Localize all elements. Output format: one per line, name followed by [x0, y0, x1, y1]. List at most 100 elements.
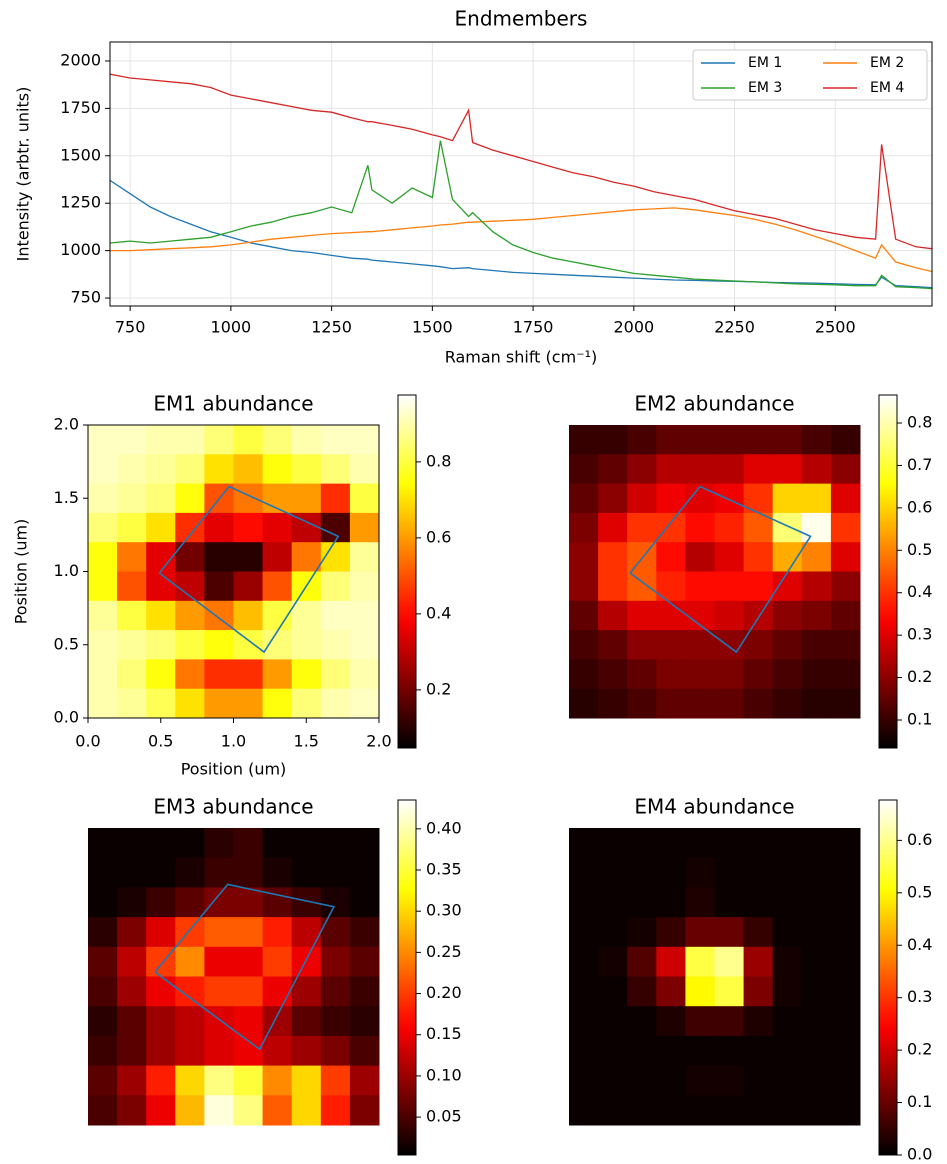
heat-cell	[88, 917, 118, 948]
heat-cell	[204, 425, 234, 455]
heat-cell	[146, 600, 176, 631]
heat-cell	[262, 1065, 293, 1096]
colorbar-tick-label: 0.20	[426, 983, 462, 1002]
heat-cell	[146, 630, 176, 660]
heat-cell	[830, 483, 861, 514]
heat-cell	[627, 1035, 657, 1067]
heat-cell	[117, 425, 147, 455]
heat-cell	[714, 887, 745, 918]
heat-cell	[233, 425, 264, 455]
heat-cell	[714, 600, 745, 631]
heat-cell	[204, 1095, 234, 1126]
heat-cell	[743, 571, 774, 602]
heat-cell	[627, 1006, 657, 1037]
heat-cell	[627, 454, 657, 485]
heat-cell	[656, 976, 686, 1007]
colorbar	[397, 394, 417, 749]
y-tick-label: 2000	[60, 50, 101, 69]
heat-cell	[291, 659, 322, 690]
heat-cell	[685, 828, 715, 859]
heat-cell	[598, 512, 628, 543]
heat-cell	[88, 512, 118, 543]
heat-cell	[320, 659, 351, 690]
heat-cell	[175, 454, 205, 485]
heat-cell	[569, 454, 599, 485]
heat-cell	[146, 857, 176, 888]
heat-cell	[772, 454, 803, 485]
heat-cell	[598, 917, 628, 948]
heat-cell	[743, 1006, 774, 1037]
legend-label: EM 3	[748, 80, 782, 96]
x-tick-label: 1.0	[221, 732, 246, 751]
y-axis-label: Intensity (arbtr. units)	[14, 87, 33, 262]
heat-cell	[117, 688, 147, 719]
heat-cell	[801, 542, 832, 572]
heat-cell	[830, 600, 861, 631]
heat-cell	[685, 1095, 715, 1126]
heat-cell	[714, 1006, 745, 1037]
heat-cell	[772, 1006, 803, 1037]
colorbar-tick-label: 0.3	[907, 625, 932, 644]
heat-cell	[262, 1035, 293, 1067]
heat-cell	[714, 1035, 745, 1067]
heat-cell	[88, 976, 118, 1007]
heat-cell	[714, 630, 745, 660]
heat-cell	[685, 976, 715, 1007]
heat-cell	[627, 659, 657, 690]
heat-cell	[772, 659, 803, 690]
colorbar-tick-label: 0.5	[907, 540, 932, 559]
heat-cell	[117, 1006, 147, 1037]
heat-cell	[830, 1095, 861, 1126]
heat-cell	[146, 688, 176, 719]
heat-cell	[88, 659, 118, 690]
heat-cell	[830, 1006, 861, 1037]
chart-title: EM4 abundance	[634, 795, 794, 819]
series-line	[110, 73, 932, 250]
x-axis-label: Raman shift (cm⁻¹)	[445, 348, 598, 367]
heat-cell	[233, 659, 264, 690]
heat-cell	[349, 425, 380, 455]
heat-cell	[627, 483, 657, 514]
heat-cell	[175, 887, 205, 918]
heat-cell	[685, 1006, 715, 1037]
heat-cell	[743, 600, 774, 631]
heat-cell	[175, 425, 205, 455]
heat-cell	[627, 946, 657, 977]
heat-cell	[772, 630, 803, 660]
heat-cell	[830, 688, 861, 719]
heat-cell	[349, 630, 380, 660]
heat-cell	[204, 571, 234, 602]
heat-cell	[772, 688, 803, 719]
heat-cell	[656, 571, 686, 602]
heat-cell	[772, 512, 803, 543]
heat-cell	[117, 454, 147, 485]
heat-cell	[772, 1095, 803, 1126]
colorbar-tick-label: 0.5	[907, 882, 932, 901]
heat-cell	[88, 542, 118, 572]
colorbar-tick-label: 0.2	[907, 667, 932, 686]
heat-cell	[262, 512, 293, 543]
heat-cell	[204, 454, 234, 485]
heat-cell	[349, 659, 380, 690]
heat-cell	[233, 976, 264, 1007]
heat-cell	[569, 542, 599, 572]
heat-cell	[569, 425, 599, 455]
heat-cell	[320, 946, 351, 977]
heat-cell	[233, 512, 264, 543]
heat-cell	[627, 425, 657, 455]
heat-cell	[233, 828, 264, 859]
heat-cell	[801, 946, 832, 977]
heat-cell	[772, 1035, 803, 1067]
heat-cell	[117, 1035, 147, 1067]
heat-cell	[627, 1065, 657, 1096]
heat-cell	[175, 483, 205, 514]
heat-cell	[349, 1095, 380, 1126]
heat-cell	[743, 1065, 774, 1096]
heat-cell	[88, 887, 118, 918]
heat-cell	[88, 1095, 118, 1126]
heat-cell	[801, 483, 832, 514]
x-tick-label: 1750	[513, 318, 554, 337]
heat-cell	[291, 828, 322, 859]
heat-cell	[569, 917, 599, 948]
